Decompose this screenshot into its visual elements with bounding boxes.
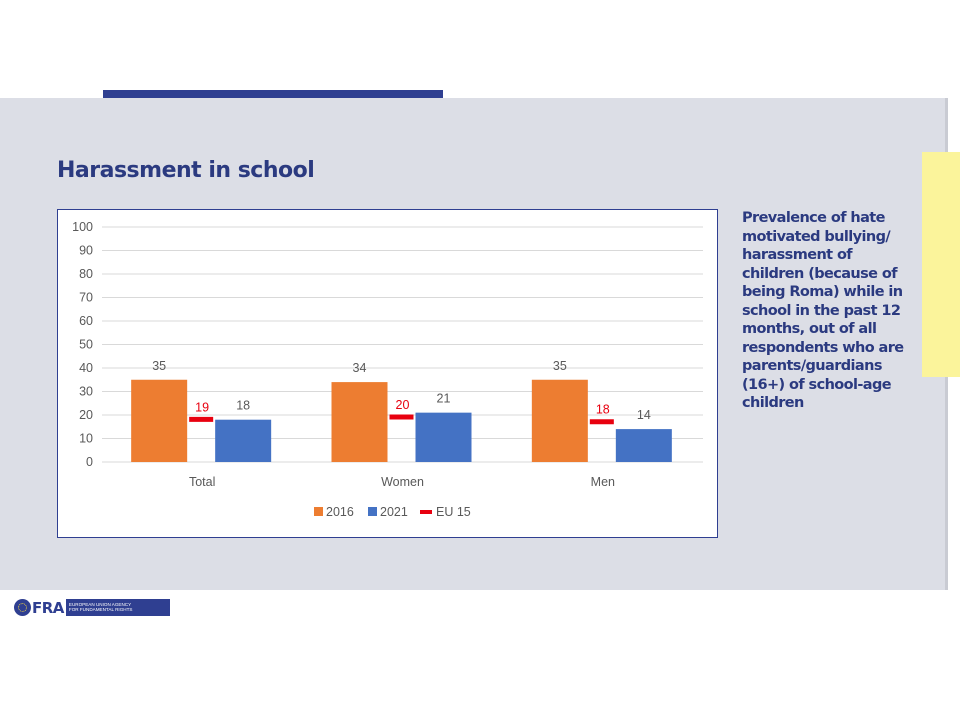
chart-box: 0 10 20 30 40 50 60 70 80 90 100 35 18 19 Total 34 21 20 W… xyxy=(57,209,718,538)
y-tick-label: 60 xyxy=(79,314,93,328)
data-label-2016: 35 xyxy=(152,359,166,373)
fra-logo: FRA EUROPEAN UNION AGENCY FOR FUNDAMENTA… xyxy=(14,598,170,617)
bar-2021 xyxy=(215,419,272,462)
legend-label-2021: 2021 xyxy=(380,505,408,519)
y-tick-label: 20 xyxy=(79,408,93,422)
x-tick-label: Men xyxy=(591,475,615,489)
data-label-2021: 14 xyxy=(637,408,651,422)
data-label-2021: 18 xyxy=(236,399,250,413)
y-tick-label: 90 xyxy=(79,244,93,258)
eu-stars-icon xyxy=(14,599,31,616)
bar-2021 xyxy=(415,412,472,462)
data-label-eu15: 20 xyxy=(396,398,410,412)
legend-label-eu15: EU 15 xyxy=(436,505,471,519)
y-tick-label: 100 xyxy=(72,220,93,234)
legend-swatch-2021 xyxy=(368,507,377,516)
data-label-eu15: 19 xyxy=(195,400,209,414)
logo-band: EUROPEAN UNION AGENCY FOR FUNDAMENTAL RI… xyxy=(65,599,170,616)
bar-2016 xyxy=(131,379,188,462)
logo-line-1: EUROPEAN UNION AGENCY xyxy=(68,602,132,607)
data-label-2021: 21 xyxy=(437,392,451,406)
data-label-2016: 34 xyxy=(353,361,367,375)
bar-2016 xyxy=(331,382,388,462)
x-tick-label: Total xyxy=(189,475,215,489)
x-tick-label: Women xyxy=(381,475,424,489)
y-tick-label: 30 xyxy=(79,385,93,399)
legend-swatch-2016 xyxy=(314,507,323,516)
slide-title: Harassment in school xyxy=(57,158,315,183)
data-label-2016: 35 xyxy=(553,359,567,373)
y-tick-label: 80 xyxy=(79,267,93,281)
y-tick-label: 10 xyxy=(79,432,93,446)
y-tick-label: 70 xyxy=(79,291,93,305)
chart-description: Prevalence of hate motivated bullying/ h… xyxy=(742,210,904,411)
top-accent-bar xyxy=(103,90,443,98)
bar-2021 xyxy=(615,429,672,462)
bar-chart: 0 10 20 30 40 50 60 70 80 90 100 35 18 19 Total 34 21 20 W… xyxy=(72,220,703,519)
y-tick-label: 0 xyxy=(86,455,93,469)
data-label-eu15: 18 xyxy=(596,403,610,417)
logo-line-2: FOR FUNDAMENTAL RIGHTS xyxy=(68,607,133,612)
yellow-side-tab xyxy=(922,152,960,377)
legend-label-2016: 2016 xyxy=(326,505,354,519)
bar-2016 xyxy=(531,379,588,462)
y-tick-label: 40 xyxy=(79,361,93,375)
logo-acronym: FRA xyxy=(32,598,64,617)
y-tick-label: 50 xyxy=(79,338,93,352)
